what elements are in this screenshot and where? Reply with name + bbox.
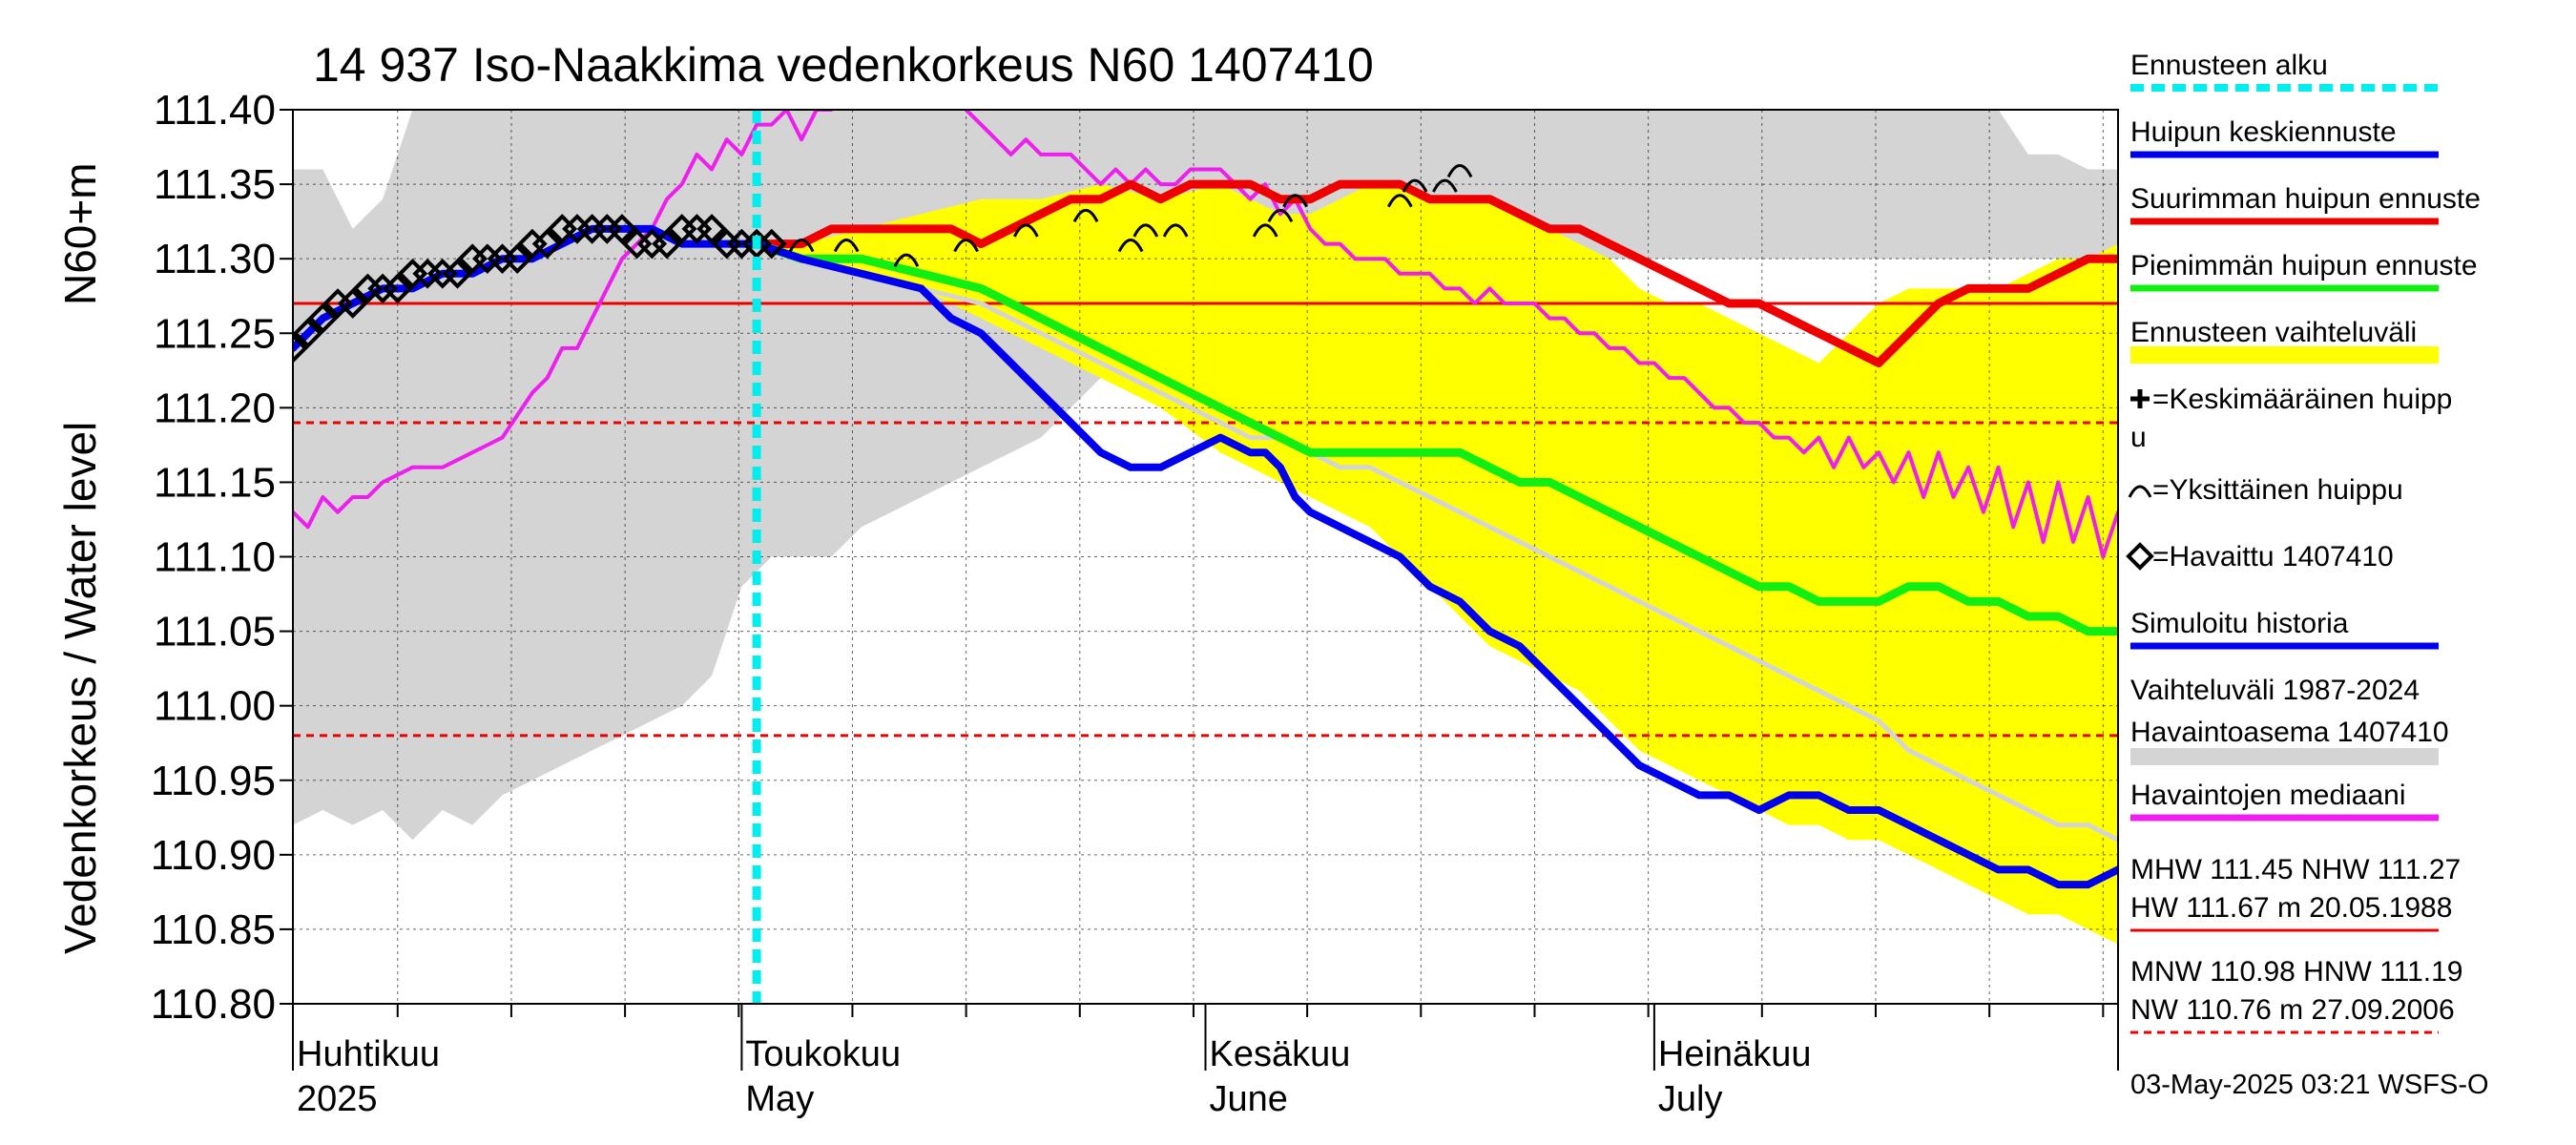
observed-point — [307, 302, 339, 334]
legend-entry-6: =Yksittäinen huippu — [2128, 474, 2403, 506]
observed-point — [756, 228, 787, 260]
month-label-fi: Kesäkuu — [1210, 1034, 1351, 1074]
y-tick-label: 110.80 — [151, 981, 276, 1028]
month-label-fi: Heinäkuu — [1658, 1034, 1812, 1074]
legend-entry-12: MNW 110.98 HNW 111.19 NW 110.76 m 27.09.2… — [2130, 956, 2462, 1034]
y-tick-label: 110.90 — [151, 832, 276, 879]
legend-entry-7: =Havaittu 1407410 — [2126, 541, 2394, 572]
series-line-2 — [752, 179, 2118, 367]
legend-entry-8: Simuloitu historia — [2130, 608, 2439, 650]
footer-timestamp: 03-May-2025 03:21 WSFS-O — [2130, 1070, 2489, 1100]
observed-point — [293, 333, 308, 364]
individual-peak-marker — [1132, 223, 1159, 238]
legend-label: Huipun keskiennuste — [2130, 116, 2397, 148]
individual-peak-marker — [1252, 223, 1278, 238]
individual-peak-marker — [1282, 194, 1308, 208]
observed-point — [293, 318, 323, 349]
month-label-fi: Toukokuu — [745, 1034, 901, 1074]
y-tick-label: 111.15 — [154, 459, 276, 506]
observed-point — [442, 258, 473, 289]
legend-label: Ennusteen alku — [2130, 50, 2328, 81]
legend-label-2: NW 110.76 m 27.09.2006 — [2130, 994, 2455, 1026]
legend-label: Simuloitu historia — [2130, 608, 2349, 639]
y-tick-label: 111.10 — [154, 534, 276, 581]
legend-arc-marker — [2128, 485, 2152, 498]
legend-label: Suurimman huipun ennuste — [2130, 183, 2481, 215]
legend-entry-3: Pienimmän huipun ennuste — [2130, 250, 2478, 292]
individual-peak-marker — [833, 239, 860, 253]
observed-point — [607, 214, 637, 244]
observed-point — [531, 228, 563, 260]
legend-label: =Havaittu 1407410 — [2152, 541, 2394, 572]
legend-label: MNW 110.98 HNW 111.19 — [2130, 956, 2462, 988]
legend-entry-4: Ennusteen vaihteluväli — [2130, 317, 2439, 364]
y-tick-label: 111.20 — [154, 385, 276, 431]
observed-point — [696, 214, 727, 244]
y-tick-label: 111.40 — [154, 87, 276, 134]
y-tick-label: 111.05 — [154, 609, 276, 656]
y-tick-label: 110.85 — [151, 906, 276, 953]
legend-label: Ennusteen vaihteluväli — [2130, 317, 2417, 348]
legend-entry-0: Ennusteen alku — [2130, 50, 2439, 92]
plot-area — [293, 110, 2118, 1004]
month-label-en: May — [745, 1079, 814, 1119]
individual-peak-marker — [953, 239, 979, 253]
legend-label: Vaihteluväli 1987-2024 — [2130, 675, 2420, 706]
legend: Ennusteen alku Huipun keskiennuste Suurimm… — [2126, 50, 2481, 1034]
series-line-0 — [293, 110, 2118, 559]
legend-entry-9: Vaihteluväli 1987-2024 Havaintoasema 140… — [2130, 675, 2449, 765]
legend-entry-10: Havaintojen mediaani — [2130, 780, 2439, 822]
legend-label-2: u — [2130, 422, 2147, 453]
legend-label: Havaintojen mediaani — [2130, 780, 2406, 811]
legend-diamond-marker — [2126, 542, 2154, 571]
legend-plus-marker — [2130, 389, 2150, 408]
month-label-fi: Huhtikuu — [297, 1034, 440, 1074]
legend-label: =Keskimääräinen huipp — [2152, 384, 2452, 415]
individual-peak-marker — [1267, 208, 1294, 223]
legend-label-2: Havaintoasema 1407410 — [2130, 717, 2449, 748]
legend-label: =Yksittäinen huippu — [2152, 474, 2403, 506]
month-label-en: July — [1658, 1079, 1723, 1119]
history-variation-band — [293, 110, 2118, 841]
series-line-4 — [753, 239, 2118, 889]
observed-point — [502, 243, 533, 274]
legend-entry-2: Suurimman huipun ennuste — [2130, 183, 2481, 225]
legend-entry-5: =Keskimääräinen huippu — [2130, 384, 2452, 453]
legend-label-2: HW 111.67 m 20.05.1988 — [2130, 892, 2452, 924]
observed-point — [382, 273, 413, 304]
observed-point — [337, 288, 368, 319]
y-axis-label-top: N60+m — [55, 162, 105, 305]
month-label-en: June — [1210, 1079, 1288, 1119]
individual-peak-marker — [1012, 223, 1039, 238]
legend-label: Pienimmän huipun ennuste — [2130, 250, 2478, 281]
observed-point — [652, 228, 682, 260]
legend-entry-1: Huipun keskiennuste — [2130, 116, 2439, 158]
forecast-variation-band — [757, 184, 2118, 945]
individual-peak-marker — [788, 239, 815, 253]
individual-peak-marker — [1162, 223, 1189, 238]
axes: 110.80 110.85 110.90 110.95 111.00 111.05 111.… — [151, 87, 2119, 1119]
individual-peak-marker — [1117, 239, 1144, 253]
individual-peak-marker — [1402, 178, 1428, 193]
y-tick-label: 111.00 — [154, 683, 276, 730]
legend-entry-11: MHW 111.45 NHW 111.27 HW 111.67 m 20.05.1… — [2130, 854, 2461, 932]
individual-peak-marker — [1446, 164, 1473, 178]
individual-peak-marker — [1386, 194, 1413, 208]
y-tick-label: 111.30 — [154, 236, 276, 282]
legend-label: MHW 111.45 NHW 111.27 — [2130, 854, 2461, 885]
individual-peak-marker — [1072, 208, 1099, 223]
chart-title: 14 937 Iso-Naakkima vedenkorkeus N60 140… — [313, 38, 1374, 92]
series-line-1 — [754, 241, 2118, 843]
individual-peak-marker — [893, 253, 920, 267]
individual-peak-marker — [1432, 178, 1458, 193]
series-line-3 — [752, 239, 2118, 636]
y-tick-label: 111.25 — [154, 310, 276, 357]
plot-clip-group — [293, 110, 2118, 1004]
y-axis-label-bottom: Vedenkorkeus / Water level — [55, 422, 105, 954]
month-label-en: 2025 — [297, 1079, 378, 1119]
y-tick-label: 110.95 — [151, 758, 276, 804]
y-tick-label: 111.35 — [154, 161, 276, 208]
